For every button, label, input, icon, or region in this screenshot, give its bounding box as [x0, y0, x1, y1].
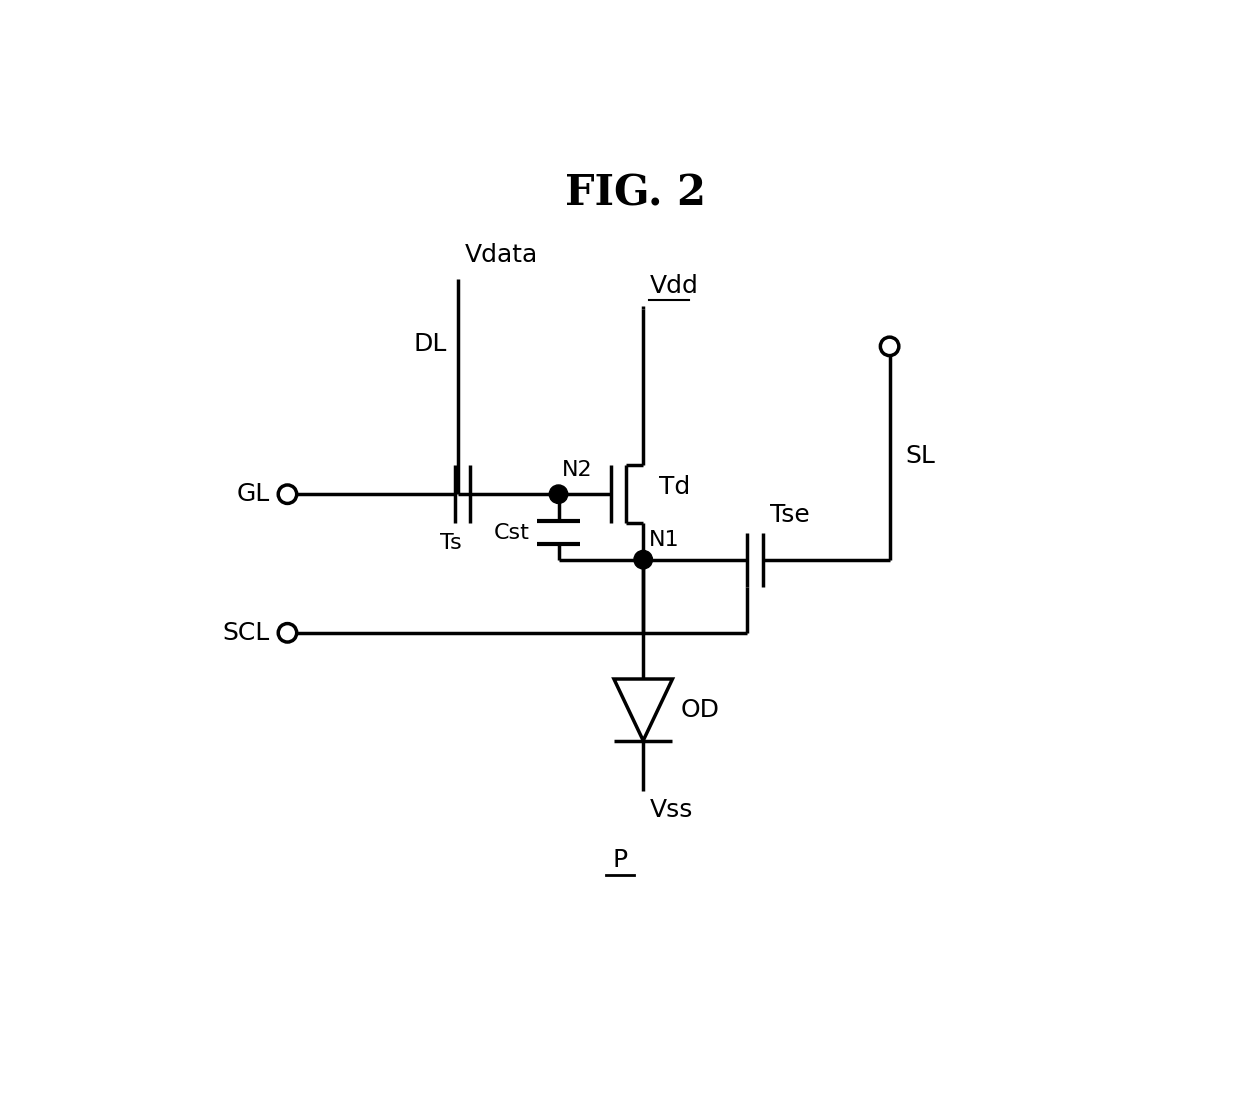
Text: Cst: Cst — [494, 522, 529, 542]
Text: N1: N1 — [650, 530, 680, 550]
Text: SL: SL — [905, 444, 935, 468]
Text: Ts: Ts — [440, 532, 461, 552]
Text: N2: N2 — [563, 460, 593, 480]
Text: DL: DL — [413, 332, 446, 356]
Text: FIG. 2: FIG. 2 — [565, 173, 706, 215]
Text: SCL: SCL — [222, 621, 270, 644]
Text: Td: Td — [658, 475, 689, 499]
Text: Tse: Tse — [770, 502, 810, 527]
Circle shape — [549, 485, 568, 503]
Text: Vdd: Vdd — [650, 274, 698, 298]
Text: OD: OD — [681, 698, 719, 722]
Text: Vss: Vss — [650, 798, 693, 823]
Circle shape — [634, 550, 652, 569]
Text: Vdata: Vdata — [465, 243, 538, 267]
Text: P: P — [613, 847, 627, 872]
Text: GL: GL — [237, 482, 270, 506]
